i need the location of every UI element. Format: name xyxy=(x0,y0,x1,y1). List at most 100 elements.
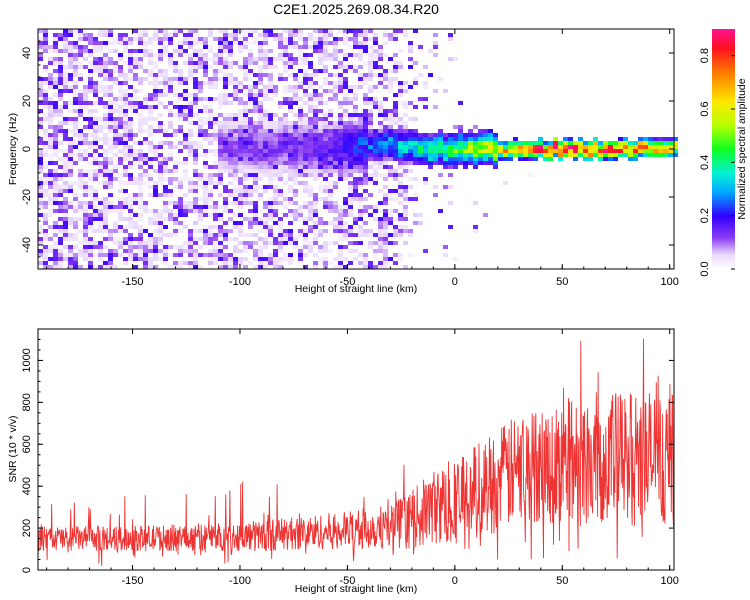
spectrogram-cell xyxy=(368,165,373,169)
spectrogram-cell xyxy=(283,149,288,153)
spectrogram-cell xyxy=(338,141,343,145)
spectrogram-cell xyxy=(578,149,583,153)
spectrogram-cell xyxy=(233,157,238,161)
spectrogram-cell xyxy=(263,173,268,177)
spectrogram-cell xyxy=(68,257,73,261)
spectrogram-cell xyxy=(248,93,253,97)
spectrogram-cell xyxy=(593,145,598,149)
spectrogram-cell xyxy=(83,225,88,229)
spectrogram-cell xyxy=(58,121,63,125)
spectrogram-cell xyxy=(658,137,663,141)
spectrogram-cell xyxy=(198,117,203,121)
spectrogram-cell xyxy=(223,37,228,41)
spectrogram-cell xyxy=(338,145,343,149)
spectrogram-cell xyxy=(63,49,68,53)
spectrogram-cell xyxy=(78,153,83,157)
spectrogram-cell xyxy=(93,177,98,181)
spectrogram-cell xyxy=(388,77,393,81)
spectrogram-cell xyxy=(168,157,173,161)
spectrogram-cell xyxy=(98,117,103,121)
spectrogram-cell xyxy=(293,141,298,145)
spectrogram-cell xyxy=(253,57,258,61)
spectrogram-cell xyxy=(123,181,128,185)
spectrogram-cell xyxy=(378,165,383,169)
spectrogram-cell xyxy=(358,241,363,245)
spectrogram-cell xyxy=(323,137,328,141)
spectrogram-cell xyxy=(133,109,138,113)
spectrogram-cell xyxy=(443,245,448,249)
spectrogram-cell xyxy=(98,85,103,89)
spectrogram-cell xyxy=(183,169,188,173)
spectrogram-cell xyxy=(253,29,258,33)
spectrogram-cell xyxy=(363,129,368,133)
spectrogram-cell xyxy=(243,101,248,105)
spectrogram-cell xyxy=(278,241,283,245)
spectrogram-cell xyxy=(318,161,323,165)
spectrogram-cell xyxy=(143,153,148,157)
spectrogram-cell xyxy=(108,29,113,33)
spectrogram-cell xyxy=(163,33,168,37)
spectrogram-cell xyxy=(263,141,268,145)
spectrogram-cell xyxy=(638,149,643,153)
spectrogram-cell xyxy=(408,153,413,157)
spectrogram-cell xyxy=(403,229,408,233)
spectrogram-cell xyxy=(133,157,138,161)
spectrogram-cell xyxy=(203,173,208,177)
spectrogram-cell xyxy=(378,121,383,125)
spectrogram-cell xyxy=(188,73,193,77)
spectrogram-cell xyxy=(128,101,133,105)
spectrogram-cell xyxy=(308,161,313,165)
spectrogram-cell xyxy=(213,69,218,73)
spectrogram-cell xyxy=(103,229,108,233)
spectrogram-cell xyxy=(303,205,308,209)
spectrogram-cell xyxy=(218,177,223,181)
spectrogram-cell xyxy=(408,145,413,149)
spectrogram-cell xyxy=(473,157,478,161)
spectrogram-cell xyxy=(48,265,53,269)
spectrogram-cell xyxy=(283,97,288,101)
spectrogram-cell xyxy=(343,133,348,137)
spectrogram-cell xyxy=(373,133,378,137)
colorbar-tick-label: 0.0 xyxy=(699,261,711,276)
spectrogram-cell xyxy=(108,181,113,185)
spectrogram-cell xyxy=(158,213,163,217)
spectrogram-cell xyxy=(53,261,58,265)
spectrogram-cell xyxy=(383,141,388,145)
spectrogram-cell xyxy=(223,129,228,133)
spectrogram-cell xyxy=(268,153,273,157)
spectrogram-cell xyxy=(318,197,323,201)
spectrogram-cell xyxy=(208,77,213,81)
spectrogram-cell xyxy=(198,229,203,233)
spectrogram-cell xyxy=(218,213,223,217)
spectrogram-cell xyxy=(423,81,428,85)
spectrogram-cell xyxy=(373,97,378,101)
spectrogram-cell xyxy=(203,69,208,73)
spectrogram-cell xyxy=(43,45,48,49)
spectrogram-cell xyxy=(173,201,178,205)
spectrogram-cell xyxy=(78,141,83,145)
spectrogram-cell xyxy=(338,229,343,233)
spectrogram-cell xyxy=(108,57,113,61)
spectrogram-cell xyxy=(93,69,98,73)
spectrogram-cell xyxy=(168,109,173,113)
spectrogram-cell xyxy=(343,93,348,97)
spectrogram-cell xyxy=(113,177,118,181)
spectrogram-cell xyxy=(273,185,278,189)
spectrogram-cell xyxy=(233,77,238,81)
spectrogram-cell xyxy=(68,109,73,113)
spectrogram-cell xyxy=(73,89,78,93)
spectrogram-cell xyxy=(438,149,443,153)
spectrogram-cell xyxy=(88,145,93,149)
spectrogram-cell xyxy=(343,77,348,81)
spectrogram-cell xyxy=(263,145,268,149)
spectrogram-cell xyxy=(138,29,143,33)
spectrogram-cell xyxy=(88,249,93,253)
spectrogram-cell xyxy=(213,213,218,217)
spectrogram-cell xyxy=(628,145,633,149)
spectrogram-cell xyxy=(428,141,433,145)
spectrogram-cell xyxy=(193,229,198,233)
snr-y-label: SNR (10 * v/v) xyxy=(7,415,19,482)
spectrogram-cell xyxy=(348,161,353,165)
spectrogram-cell xyxy=(243,121,248,125)
spectrogram-cell xyxy=(48,145,53,149)
